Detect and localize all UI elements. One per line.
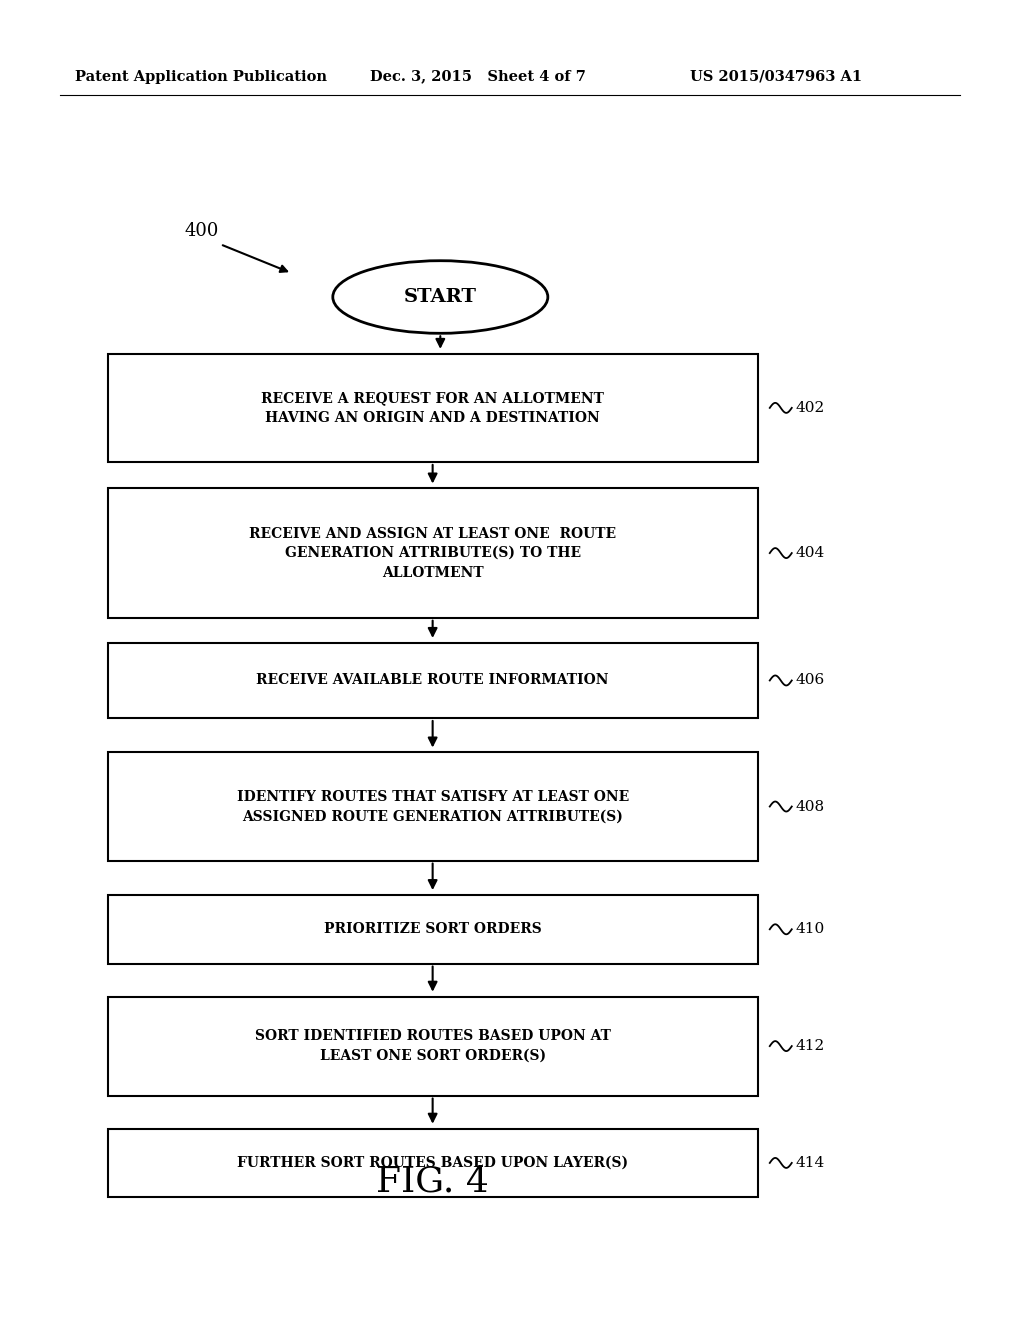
Text: RECEIVE AVAILABLE ROUTE INFORMATION: RECEIVE AVAILABLE ROUTE INFORMATION <box>256 673 609 688</box>
Text: FURTHER SORT ROUTES BASED UPON LAYER(S): FURTHER SORT ROUTES BASED UPON LAYER(S) <box>238 1156 628 1170</box>
Text: 412: 412 <box>796 1039 825 1053</box>
Text: START: START <box>403 288 477 306</box>
Text: IDENTIFY ROUTES THAT SATISFY AT LEAST ONE
ASSIGNED ROUTE GENERATION ATTRIBUTE(S): IDENTIFY ROUTES THAT SATISFY AT LEAST ON… <box>237 789 629 824</box>
Bar <box>108 895 758 964</box>
Text: RECEIVE A REQUEST FOR AN ALLOTMENT
HAVING AN ORIGIN AND A DESTINATION: RECEIVE A REQUEST FOR AN ALLOTMENT HAVIN… <box>261 391 604 425</box>
Text: 406: 406 <box>796 673 825 688</box>
Text: PRIORITIZE SORT ORDERS: PRIORITIZE SORT ORDERS <box>324 923 542 936</box>
Bar <box>108 752 758 861</box>
Text: 410: 410 <box>796 923 825 936</box>
Text: FIG. 4: FIG. 4 <box>376 1164 489 1199</box>
Bar <box>108 488 758 618</box>
Bar <box>108 1129 758 1197</box>
Text: 402: 402 <box>796 401 825 414</box>
Text: 400: 400 <box>184 222 219 240</box>
Text: Dec. 3, 2015   Sheet 4 of 7: Dec. 3, 2015 Sheet 4 of 7 <box>370 70 586 83</box>
Text: 414: 414 <box>796 1156 825 1170</box>
Bar <box>108 643 758 718</box>
Text: SORT IDENTIFIED ROUTES BASED UPON AT
LEAST ONE SORT ORDER(S): SORT IDENTIFIED ROUTES BASED UPON AT LEA… <box>255 1030 610 1063</box>
Text: 408: 408 <box>796 800 825 813</box>
Bar <box>108 354 758 462</box>
Text: 404: 404 <box>796 546 825 560</box>
Text: Patent Application Publication: Patent Application Publication <box>75 70 327 83</box>
Text: US 2015/0347963 A1: US 2015/0347963 A1 <box>690 70 862 83</box>
Bar <box>108 997 758 1096</box>
Text: RECEIVE AND ASSIGN AT LEAST ONE  ROUTE
GENERATION ATTRIBUTE(S) TO THE
ALLOTMENT: RECEIVE AND ASSIGN AT LEAST ONE ROUTE GE… <box>249 527 616 579</box>
